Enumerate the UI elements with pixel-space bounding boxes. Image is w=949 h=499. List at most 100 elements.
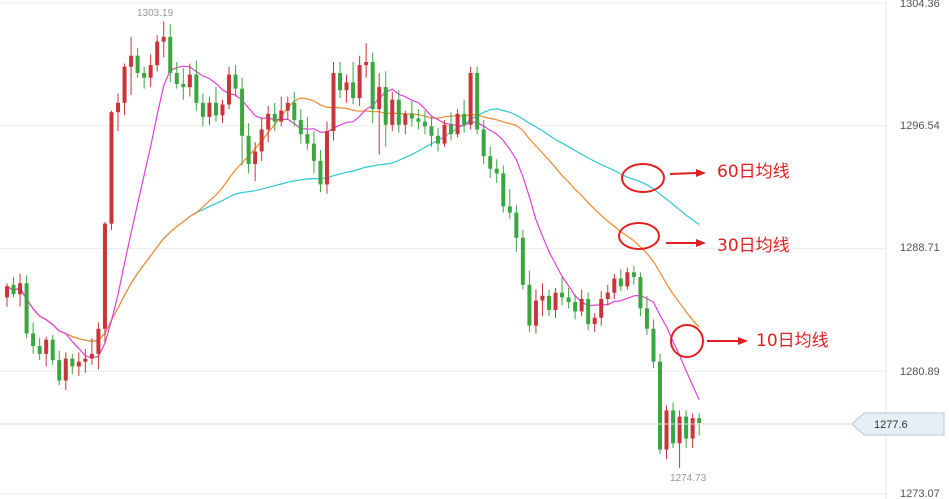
- candle-down: [174, 72, 179, 84]
- candle-up: [96, 328, 101, 354]
- candle-down: [462, 113, 467, 125]
- high-price-label: 1303.19: [137, 8, 174, 19]
- candle-up: [690, 418, 695, 439]
- candle-down: [11, 284, 16, 295]
- candle-down: [520, 237, 525, 285]
- candle-down: [501, 173, 506, 207]
- ma30-label: 30日均线: [717, 236, 790, 256]
- candle-down: [618, 278, 623, 287]
- candle-down: [351, 82, 356, 99]
- candle-down: [50, 339, 55, 361]
- candle-down: [697, 418, 702, 423]
- candle-down: [37, 346, 42, 354]
- candle-down: [135, 55, 140, 73]
- candle-up: [377, 87, 382, 110]
- candle-down: [168, 36, 173, 73]
- candle-down: [475, 72, 480, 130]
- candle-up: [161, 36, 166, 42]
- candle-up: [279, 110, 284, 122]
- candle-up: [220, 104, 225, 116]
- candle-up: [540, 295, 545, 301]
- candle-up: [324, 131, 329, 185]
- candle-down: [298, 120, 303, 135]
- candle-up: [285, 102, 290, 111]
- candle-down: [481, 129, 486, 157]
- candle-down: [546, 295, 551, 310]
- candle-down: [488, 156, 493, 169]
- candle-up: [455, 113, 460, 135]
- price-tick-3: 1288.71: [900, 242, 940, 254]
- candle-up: [253, 151, 258, 164]
- candle-up: [677, 416, 682, 444]
- candle-down: [240, 88, 245, 136]
- candles: [5, 21, 702, 468]
- candle-down: [246, 135, 251, 164]
- price-tick-2: 1296.54: [900, 120, 940, 132]
- candle-up: [109, 112, 114, 224]
- candle-up: [331, 72, 336, 132]
- candle-up: [266, 113, 271, 130]
- candle-up: [442, 124, 447, 144]
- candle-down: [586, 298, 591, 325]
- candle-up: [259, 129, 264, 152]
- candle-down: [527, 284, 532, 326]
- candle-up: [187, 74, 192, 88]
- candle-down: [57, 360, 62, 381]
- candle-down: [658, 361, 662, 450]
- ma30-annotation: 30日均线: [618, 222, 790, 256]
- candle-down: [684, 416, 689, 439]
- candle-up: [63, 358, 68, 381]
- candle-down: [370, 62, 375, 110]
- candle-down: [194, 74, 199, 103]
- low-price-label: 1274.73: [670, 473, 707, 484]
- candle-up: [344, 82, 349, 91]
- candle-up: [468, 72, 473, 125]
- ma10-arrow-icon: [738, 337, 748, 345]
- candle-down: [338, 72, 343, 91]
- candle-down: [383, 87, 388, 125]
- candle-up: [122, 66, 127, 103]
- candle-up: [18, 283, 23, 295]
- candle-down: [409, 113, 414, 119]
- ma60-circle: [621, 163, 665, 193]
- candle-down: [311, 143, 316, 161]
- current-price-marker: 1277.6: [0, 412, 945, 436]
- candle-down: [200, 102, 205, 117]
- candle-down: [449, 124, 454, 135]
- candle-down: [292, 102, 297, 121]
- price-tick-1: 1304.36: [900, 0, 940, 10]
- ma30-circle: [618, 222, 660, 250]
- candle-down: [638, 276, 643, 309]
- candle-down: [233, 74, 238, 89]
- candle-down: [429, 126, 434, 136]
- candle-down: [671, 410, 676, 444]
- candle-up: [390, 99, 395, 125]
- candle-up: [579, 298, 584, 312]
- candle-up: [403, 113, 408, 125]
- candle-up: [664, 410, 669, 450]
- grid-lines: [0, 2, 886, 495]
- candle-down: [396, 99, 401, 125]
- price-tick-4: 1280.89: [900, 366, 940, 378]
- candle-down: [566, 297, 571, 303]
- candle-up: [89, 353, 94, 359]
- candle-down: [181, 83, 186, 88]
- candle-up: [102, 223, 107, 329]
- ma30-arrow-icon: [696, 239, 706, 247]
- candle-down: [494, 168, 499, 174]
- candle-up: [5, 286, 9, 298]
- candle-up: [533, 300, 538, 326]
- candle-up: [129, 55, 134, 67]
- candle-down: [514, 212, 519, 238]
- candle-up: [625, 272, 630, 287]
- candle-down: [142, 72, 147, 78]
- candle-up: [612, 278, 617, 293]
- candle-up: [155, 41, 160, 66]
- ma60-arrow-icon: [696, 169, 706, 177]
- candle-down: [416, 118, 421, 122]
- candle-up: [83, 358, 88, 362]
- candle-up: [553, 292, 558, 310]
- candle-up: [227, 74, 232, 105]
- candle-up: [364, 62, 369, 66]
